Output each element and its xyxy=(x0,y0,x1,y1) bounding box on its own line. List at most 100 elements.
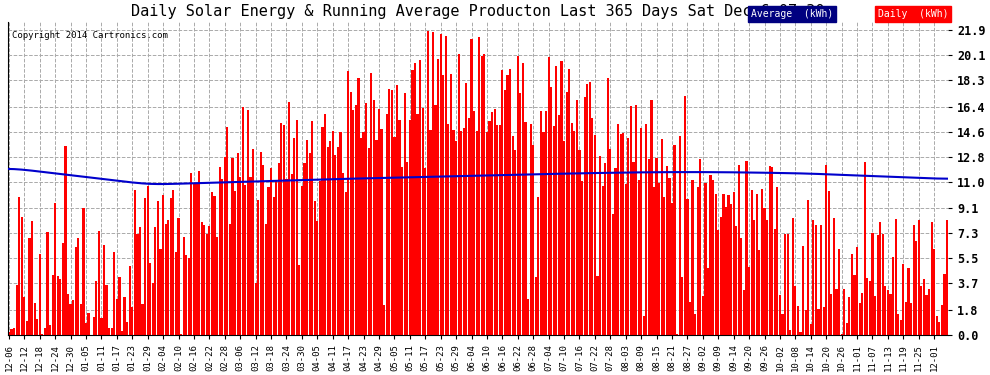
Bar xyxy=(591,118,593,335)
Bar xyxy=(833,218,835,335)
Bar xyxy=(293,138,295,335)
Bar xyxy=(296,120,298,335)
Bar xyxy=(26,321,28,335)
Bar xyxy=(177,218,179,335)
Bar xyxy=(465,83,467,335)
Bar xyxy=(902,264,905,335)
Bar xyxy=(848,297,850,335)
Bar xyxy=(82,209,84,335)
Bar xyxy=(573,130,575,335)
Bar xyxy=(486,132,488,335)
Bar xyxy=(443,75,445,335)
Bar xyxy=(897,314,899,335)
Bar xyxy=(265,224,267,335)
Bar xyxy=(488,121,491,335)
Bar xyxy=(249,177,251,335)
Bar xyxy=(327,147,329,335)
Bar xyxy=(272,197,274,335)
Bar xyxy=(761,189,763,335)
Bar xyxy=(36,319,39,335)
Bar xyxy=(172,190,174,335)
Bar xyxy=(257,200,259,335)
Bar xyxy=(694,315,696,335)
Bar xyxy=(337,147,339,335)
Bar xyxy=(188,258,190,335)
Bar xyxy=(742,290,745,335)
Bar xyxy=(750,190,752,335)
Bar xyxy=(23,297,26,335)
Bar xyxy=(85,322,87,335)
Bar xyxy=(259,152,262,335)
Bar xyxy=(406,162,408,335)
Bar xyxy=(831,294,833,335)
Bar xyxy=(753,220,755,335)
Bar xyxy=(594,135,596,335)
Bar xyxy=(219,166,221,335)
Bar xyxy=(908,268,910,335)
Bar xyxy=(807,200,809,335)
Bar xyxy=(427,31,429,335)
Bar xyxy=(514,150,517,335)
Bar xyxy=(615,168,617,335)
Bar xyxy=(620,134,622,335)
Bar xyxy=(892,256,894,335)
Bar xyxy=(565,92,567,335)
Bar xyxy=(478,37,480,335)
Bar xyxy=(72,300,74,335)
Bar xyxy=(162,195,164,335)
Bar xyxy=(414,63,416,335)
Bar xyxy=(13,328,15,335)
Bar xyxy=(224,157,226,335)
Bar xyxy=(850,254,853,335)
Bar xyxy=(229,224,231,335)
Bar xyxy=(198,171,200,335)
Bar xyxy=(763,208,765,335)
Bar xyxy=(557,115,560,335)
Bar xyxy=(193,184,195,335)
Bar xyxy=(142,304,144,335)
Bar xyxy=(69,304,71,335)
Bar xyxy=(934,249,936,335)
Bar xyxy=(836,289,838,335)
Bar xyxy=(227,127,229,335)
Bar xyxy=(370,73,372,335)
Bar xyxy=(552,126,554,335)
Bar xyxy=(543,132,545,335)
Bar xyxy=(31,221,33,335)
Bar xyxy=(10,329,13,335)
Bar xyxy=(39,254,41,335)
Bar xyxy=(818,309,820,335)
Bar xyxy=(137,234,139,335)
Bar xyxy=(845,324,847,335)
Bar xyxy=(496,124,498,335)
Bar xyxy=(175,252,177,335)
Bar xyxy=(457,54,459,335)
Bar xyxy=(533,145,535,335)
Bar xyxy=(704,183,707,335)
Title: Daily Solar Energy & Running Average Producton Last 365 Days Sat Dec 6 07:30: Daily Solar Energy & Running Average Pro… xyxy=(132,4,825,19)
Bar xyxy=(689,302,691,335)
Bar xyxy=(583,97,586,335)
Bar xyxy=(560,61,562,335)
Bar xyxy=(768,166,771,335)
Bar xyxy=(825,165,828,335)
Bar xyxy=(388,89,390,335)
Bar xyxy=(815,225,817,335)
Bar xyxy=(931,222,933,335)
Bar xyxy=(311,122,313,335)
Bar xyxy=(710,175,712,335)
Bar xyxy=(432,32,434,335)
Bar xyxy=(240,177,242,335)
Bar xyxy=(725,207,727,335)
Bar xyxy=(838,249,841,335)
Bar xyxy=(77,238,79,335)
Bar xyxy=(617,124,619,335)
Bar xyxy=(663,198,665,335)
Bar xyxy=(699,159,701,335)
Bar xyxy=(928,289,931,335)
Bar xyxy=(841,334,842,335)
Bar xyxy=(201,222,203,335)
Bar xyxy=(383,305,385,335)
Bar xyxy=(678,136,681,335)
Bar xyxy=(586,84,588,335)
